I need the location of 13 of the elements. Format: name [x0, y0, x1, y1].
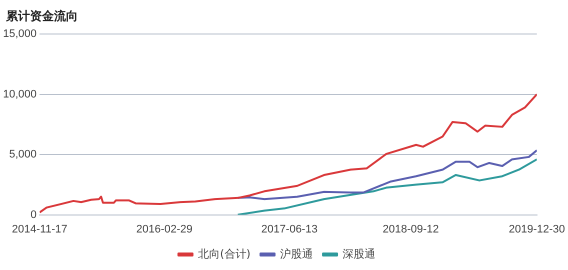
x-tick-label: 2019-12-30	[508, 223, 566, 236]
x-tick-label: 2018-09-12	[382, 223, 439, 236]
y-tick-label: 0	[30, 208, 37, 221]
x-tick-label: 2016-02-29	[136, 223, 193, 236]
x-tick-label: 2017-06-13	[261, 223, 318, 236]
legend-label: 沪股通	[280, 247, 314, 260]
y-tick-label: 15,000	[2, 28, 37, 40]
legend-label: 北向(合计)	[198, 247, 251, 260]
y-tick-label: 10,000	[2, 88, 37, 100]
x-tick-label: 2014-11-17	[12, 223, 68, 236]
chart-title: 累计资金流向	[6, 8, 78, 25]
legend-label: 深股通	[342, 247, 376, 260]
y-tick-label: 5,000	[9, 148, 37, 161]
